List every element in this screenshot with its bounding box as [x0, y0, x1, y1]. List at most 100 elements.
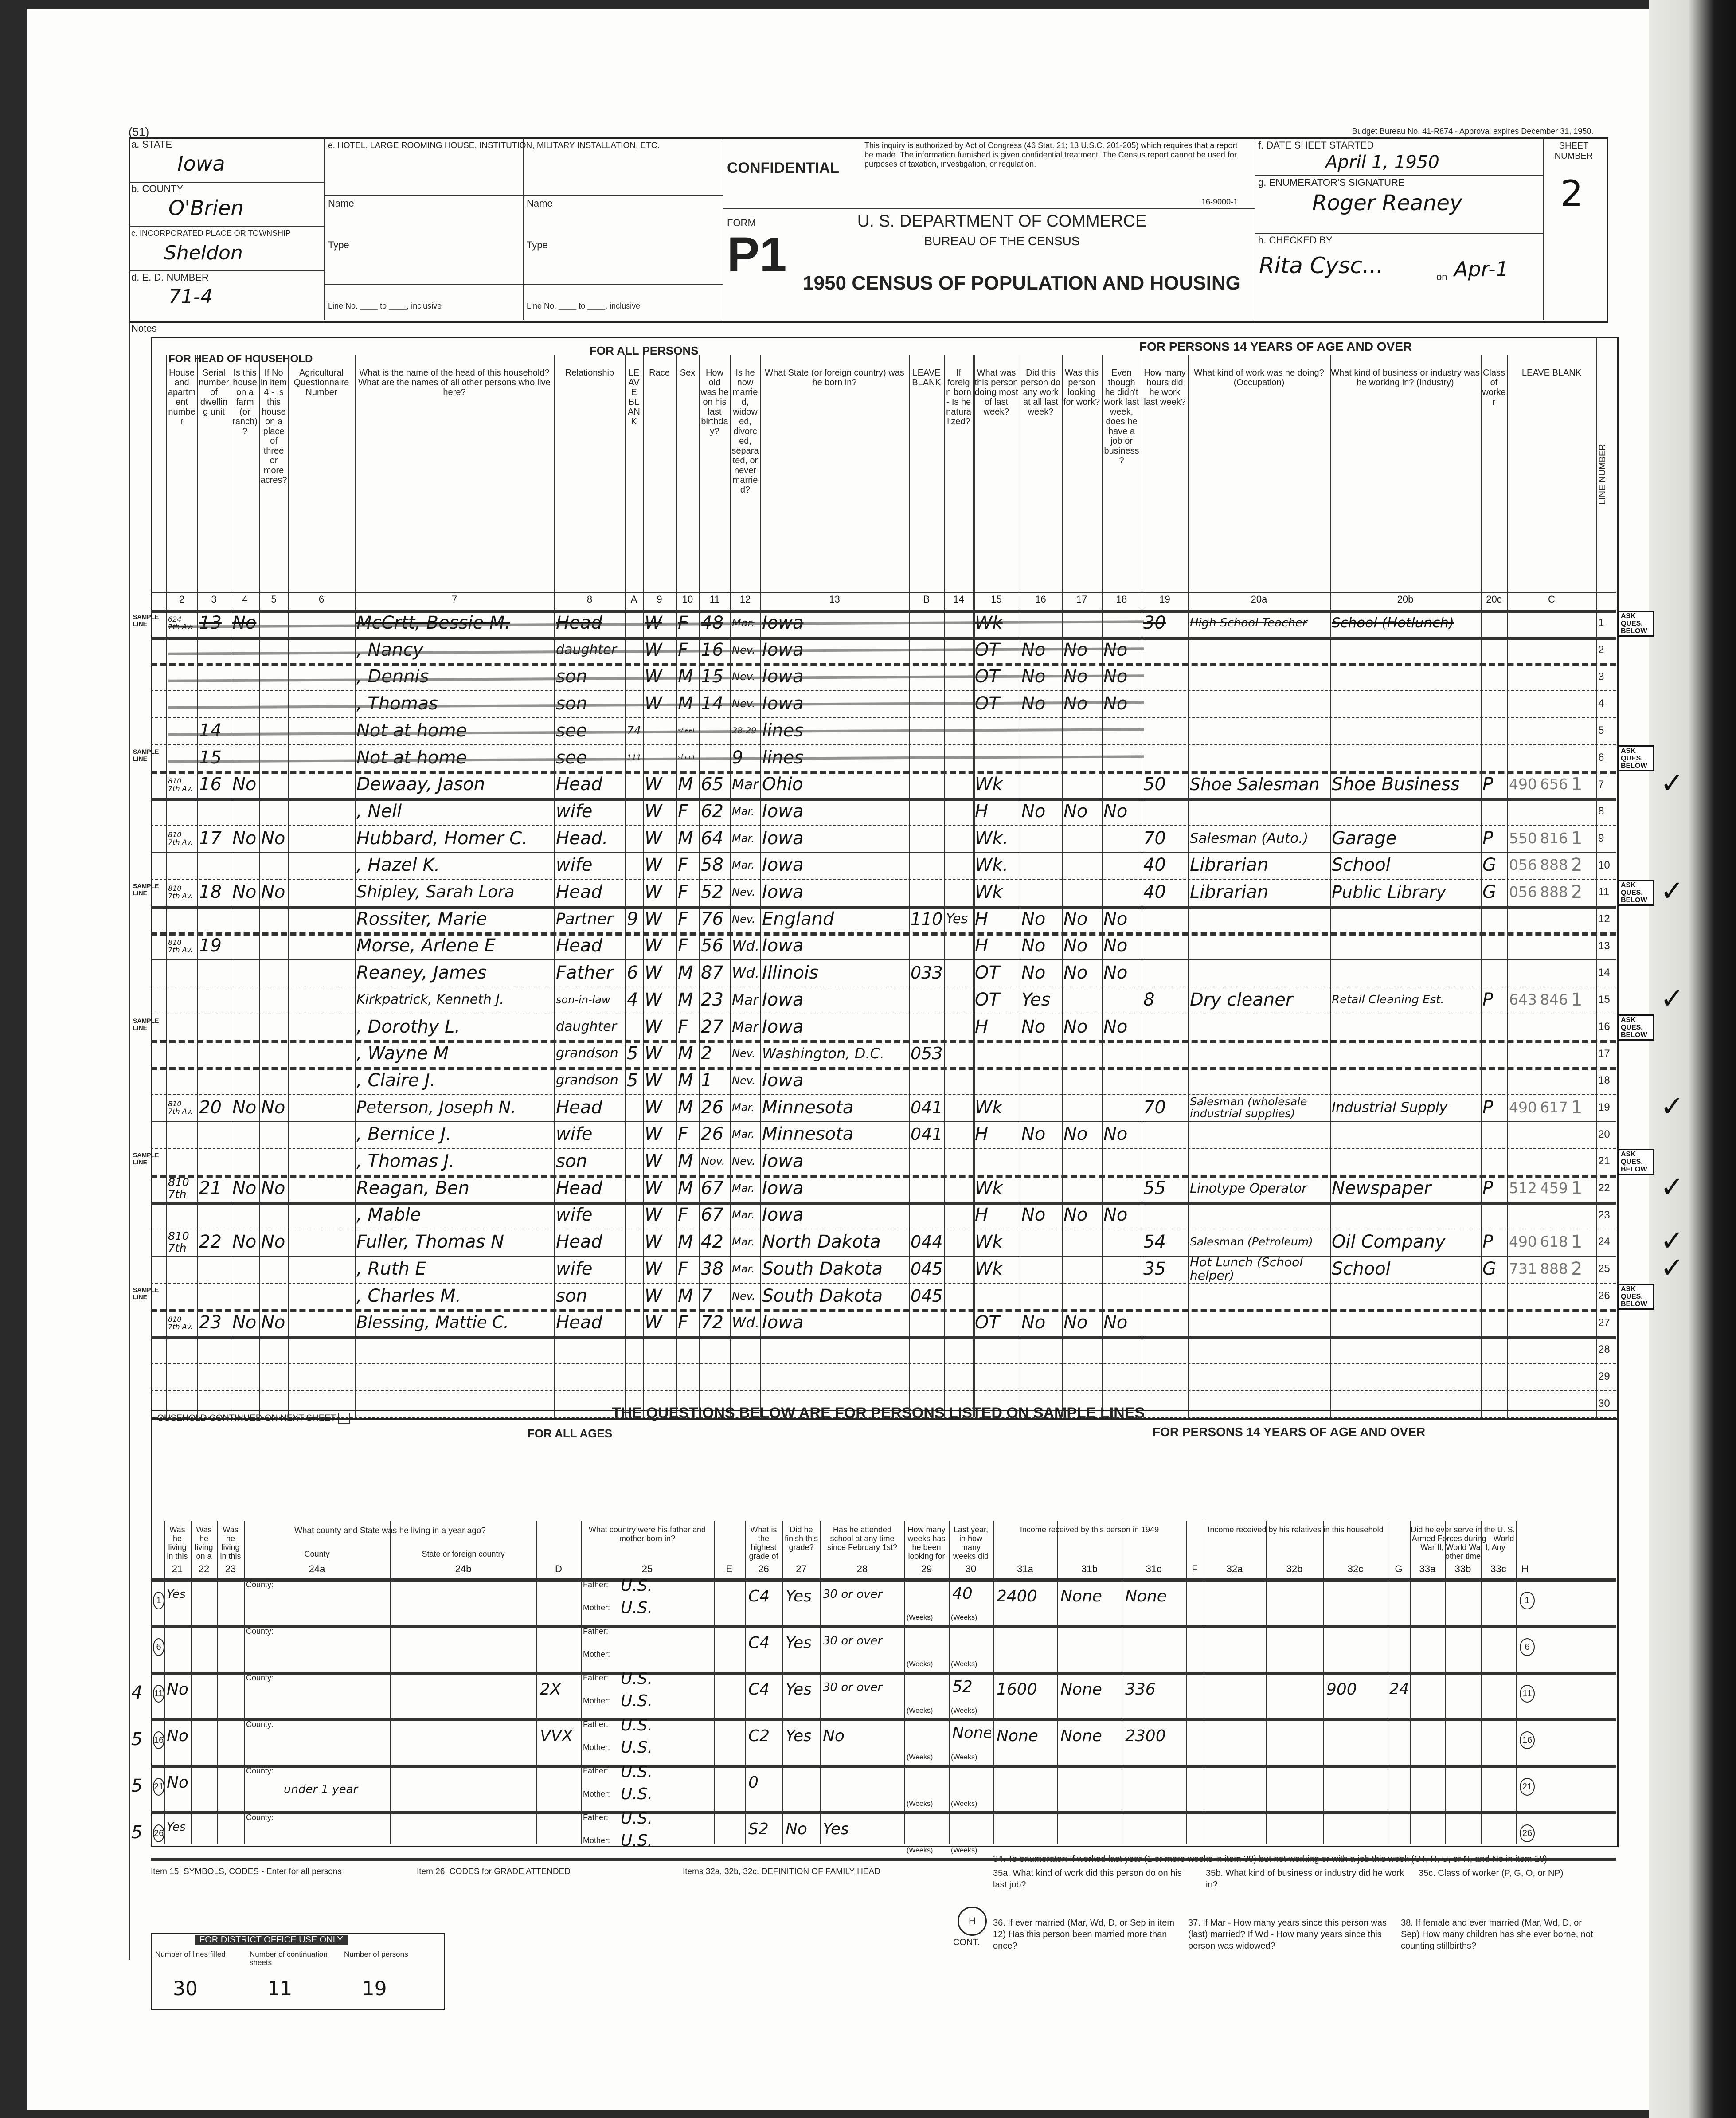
cell-marital[interactable]: Mar.: [732, 1262, 755, 1275]
cell-name[interactable]: Rossiter, Marie: [356, 908, 487, 929]
cell-serial[interactable]: 17: [199, 828, 222, 849]
office-value-lines[interactable]: 30: [173, 1977, 198, 2000]
cell-race[interactable]: W: [645, 1151, 662, 1171]
cell-ind[interactable]: Newspaper: [1332, 1178, 1431, 1198]
sample-mother[interactable]: U.S.: [621, 1832, 653, 1850]
cell-age[interactable]: 56: [701, 936, 723, 956]
cell-marital[interactable]: Mar: [732, 776, 759, 793]
cell-cls[interactable]: P: [1482, 828, 1494, 849]
cell-marital[interactable]: Nev.: [732, 697, 755, 710]
cell-acres[interactable]: No: [261, 828, 285, 849]
cell-name[interactable]: Dewaay, Jason: [356, 774, 485, 795]
cell-rel[interactable]: daughter: [556, 642, 617, 658]
cell-birth[interactable]: Iowa: [762, 936, 804, 956]
cell-marital[interactable]: Mar: [732, 991, 759, 1008]
cell-ind[interactable]: Public Library: [1332, 882, 1447, 902]
cell-q18[interactable]: No: [1103, 801, 1128, 822]
cell-rel[interactable]: Head: [556, 936, 602, 956]
cell-hours[interactable]: 8: [1143, 989, 1155, 1010]
cell-code3[interactable]: 1: [1571, 1178, 1583, 1198]
cell-occ[interactable]: Salesman (Auto.): [1190, 830, 1309, 846]
cell-cls[interactable]: P: [1482, 1178, 1494, 1198]
cell-birth[interactable]: Iowa: [762, 828, 804, 849]
cell-cls[interactable]: G: [1482, 882, 1496, 902]
cell-marital[interactable]: Nev.: [732, 1155, 755, 1167]
cell-marital[interactable]: Mar.: [732, 859, 755, 872]
cell-age[interactable]: 1: [701, 1070, 712, 1091]
cell-marital[interactable]: Mar.: [732, 832, 755, 845]
sample-q27[interactable]: Yes: [786, 1680, 812, 1699]
cell-code1[interactable]: 056: [1509, 883, 1537, 900]
cell-hours[interactable]: 54: [1143, 1232, 1166, 1253]
sample-q21[interactable]: No: [167, 1727, 188, 1745]
sample-q30[interactable]: 52: [952, 1678, 973, 1696]
sample-q21[interactable]: No: [167, 1773, 188, 1792]
cell-race[interactable]: W: [645, 1070, 662, 1091]
cell-race[interactable]: W: [645, 963, 662, 983]
cell-name[interactable]: Morse, Arlene E: [356, 936, 496, 956]
cell-house[interactable]: 810 7th Av.: [168, 884, 193, 900]
cell-name[interactable]: Hubbard, Homer C.: [356, 828, 528, 849]
cell-race[interactable]: W: [645, 828, 662, 849]
cell-q18[interactable]: No: [1103, 693, 1128, 714]
sample-q31b[interactable]: None: [1060, 1680, 1102, 1699]
cell-race[interactable]: W: [645, 801, 662, 822]
cell-a[interactable]: 6: [627, 963, 638, 983]
cell-age[interactable]: 23: [701, 989, 723, 1010]
office-value-sheets[interactable]: 11: [267, 1977, 293, 2000]
cell-name[interactable]: Reaney, James: [356, 963, 487, 983]
cell-code3[interactable]: 1: [1571, 1232, 1583, 1253]
cell-sex[interactable]: M: [678, 1070, 693, 1091]
cell-marital[interactable]: Nev.: [732, 1047, 755, 1060]
cell-birth[interactable]: South Dakota: [762, 1258, 883, 1279]
cell-activity[interactable]: OT: [975, 666, 1000, 687]
cell-name[interactable]: , Dorothy L.: [356, 1016, 461, 1037]
sample-q26[interactable]: C4: [748, 1634, 770, 1652]
cell-nat[interactable]: Yes: [946, 911, 968, 927]
cell-birth[interactable]: Minnesota: [762, 1097, 854, 1118]
cell-ind[interactable]: School: [1332, 855, 1391, 876]
cell-q16[interactable]: No: [1021, 963, 1046, 983]
cell-sex[interactable]: F: [678, 801, 688, 822]
cell-a[interactable]: 5: [627, 1070, 638, 1091]
cell-q17[interactable]: No: [1063, 908, 1088, 929]
cell-rel[interactable]: Head.: [556, 828, 608, 849]
cell-marital[interactable]: 9: [732, 747, 743, 768]
cell-cls[interactable]: P: [1482, 774, 1494, 795]
sample-q30[interactable]: None: [952, 1724, 991, 1742]
sample-q27[interactable]: Yes: [786, 1587, 812, 1605]
cell-activity[interactable]: Wk: [975, 613, 1003, 633]
sample-q30[interactable]: 40: [952, 1585, 973, 1603]
cell-age[interactable]: 48: [701, 613, 723, 633]
cell-name[interactable]: , Dennis: [356, 666, 429, 687]
cell-farm[interactable]: No: [232, 774, 257, 795]
cell-name[interactable]: , Claire J.: [356, 1070, 436, 1091]
cell-race[interactable]: W: [645, 666, 662, 687]
sample-q21[interactable]: No: [167, 1680, 188, 1699]
cell-sex[interactable]: M: [678, 1151, 693, 1171]
enumerator-signature[interactable]: Roger Reaney: [1312, 191, 1462, 215]
cell-hours[interactable]: 35: [1143, 1258, 1166, 1279]
cell-farm[interactable]: No: [232, 1312, 257, 1333]
cell-house[interactable]: 810 7th Av.: [168, 1315, 193, 1331]
cell-race[interactable]: W: [645, 908, 662, 929]
cell-q16[interactable]: No: [1021, 666, 1046, 687]
cell-rel[interactable]: Head: [556, 1097, 602, 1118]
cell-activity[interactable]: OT: [975, 693, 1000, 714]
cell-serial[interactable]: 18: [199, 882, 222, 902]
sample-father[interactable]: U.S.: [621, 1670, 653, 1688]
cell-activity[interactable]: H: [975, 1124, 989, 1145]
sample-q21[interactable]: Yes: [167, 1588, 186, 1601]
cell-acres[interactable]: No: [261, 1232, 285, 1253]
cell-name[interactable]: Fuller, Thomas N: [356, 1232, 504, 1253]
cell-sex[interactable]: F: [678, 1258, 688, 1279]
cell-age[interactable]: 67: [701, 1205, 723, 1225]
cell-cls[interactable]: G: [1482, 1258, 1496, 1279]
cell-name[interactable]: , Wayne M: [356, 1043, 449, 1064]
cell-marital[interactable]: Wd.: [732, 937, 759, 955]
cell-sex[interactable]: M: [678, 828, 693, 849]
cell-b[interactable]: 045: [911, 1259, 942, 1279]
cell-rel[interactable]: Partner: [556, 910, 613, 928]
cell-birth[interactable]: Iowa: [762, 1178, 804, 1198]
cell-race[interactable]: W: [645, 989, 662, 1010]
